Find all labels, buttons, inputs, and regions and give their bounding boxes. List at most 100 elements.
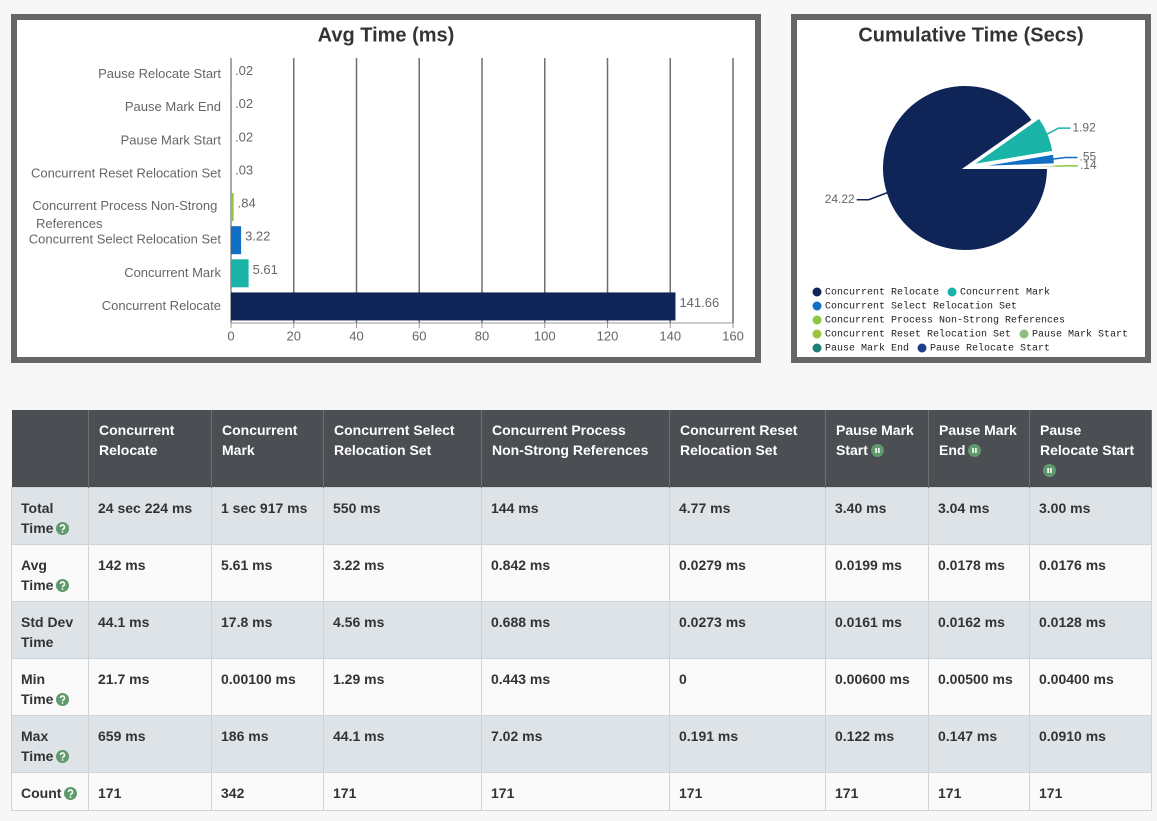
value-label: .02 [235,129,253,144]
label-line: Concurrent Process Non-Strong [32,199,221,214]
bar [231,193,234,222]
table-cell: 0.00100 ms [211,658,324,716]
legend-label: Pause Mark Start [1032,329,1128,341]
category-label: Pause Mark Start [121,132,222,147]
table-cell: 171 [669,772,826,811]
category-label: Concurrent Process Non-Strong References [32,199,221,232]
table-cell: 5.61 ms [211,544,324,602]
column-header: Concurrent Process Non-Strong References [481,410,670,488]
legend-label: Pause Relocate Start [930,343,1050,355]
value-label: 24.22 [825,192,855,206]
corner-cell [11,410,89,488]
table-row: Max Time 659 ms 186 ms 44.1 ms 7.02 ms 0.191 … [11,715,1152,773]
table-row: Count 171 342 171 171 171 171 171 171 [11,772,1152,811]
label-connector [1046,127,1071,136]
value-label: .02 [235,63,253,78]
row-label: Count [21,785,62,801]
row-header: Total Time [11,487,89,545]
charts: Avg Time (ms) 0 20 40 60 80 100 120 140 160 141.66… [11,14,1151,363]
column-header-text: Pause Mark Start [836,422,914,458]
legend-marker [1019,329,1029,339]
table-cell: 0.0161 ms [825,601,929,659]
info-icon[interactable] [870,444,884,457]
table-cell: 4.77 ms [669,487,826,545]
info-icon[interactable] [1043,464,1056,477]
table-cell: 21.7 ms [88,658,212,716]
table-cell: 171 [1029,772,1152,811]
stats-table: Concurrent Relocate Concurrent Mark Concur… [11,410,1152,811]
legend-label: Pause Mark End [825,343,909,355]
row-label: Avg Time [21,557,54,593]
value-label: 141.66 [679,295,719,310]
table-cell: 0.842 ms [481,544,670,602]
x-tick-label: 140 [659,328,681,343]
value-label: .14 [1080,158,1097,172]
row-header: Count [11,772,89,811]
table-cell: 0.688 ms [481,601,670,659]
table-cell: 44.1 ms [88,601,212,659]
category-label: Concurrent Select Relocation Set [29,232,222,247]
legend-marker [917,343,927,353]
table-cell: 0.0178 ms [928,544,1030,602]
bar [231,292,676,321]
help-icon[interactable] [56,522,70,535]
column-header-text: Pause Relocate Start [1040,422,1135,458]
legend-marker [812,315,822,325]
row-label: Std Dev Time [21,614,74,650]
table-cell: 3.22 ms [323,544,482,602]
table-cell: 171 [481,772,670,811]
column-header: Pause Relocate Start [1029,410,1152,488]
info-icon[interactable] [968,444,982,457]
column-header-text: Concurrent Process Non-Strong References [492,422,649,458]
table-cell: 0.147 ms [928,715,1030,773]
table-cell: 0.122 ms [825,715,929,773]
help-icon[interactable] [56,693,70,706]
row-label: Total Time [21,500,54,536]
table-cell: 0.0199 ms [825,544,929,602]
row-header: Avg Time [11,544,89,602]
value-label: 3.22 [245,229,270,244]
table-cell: 0.191 ms [669,715,826,773]
category-label: Concurrent Reset Relocation Set [31,165,221,180]
table-cell: 3.04 ms [928,487,1030,545]
x-tick-label: 100 [534,328,556,343]
table-cell: 171 [323,772,482,811]
table-cell: 0.0273 ms [669,601,826,659]
table-cell: 186 ms [211,715,324,773]
table-cell: 0.0910 ms [1029,715,1152,773]
bar [231,226,242,255]
table-cell: 0.00400 ms [1029,658,1152,716]
table-cell: 171 [928,772,1030,811]
legend-marker [812,287,822,297]
table-cell: 3.40 ms [825,487,929,545]
table-cell: 659 ms [88,715,212,773]
category-label: Concurrent Mark [124,265,221,280]
column-header-text: Concurrent Relocate [99,422,175,458]
help-icon[interactable] [64,787,78,800]
label-connector [856,191,889,201]
help-icon[interactable] [56,750,70,763]
value-label: .02 [235,96,253,111]
legend-label: Concurrent Reset Relocation Set [825,329,1011,341]
table-cell: 342 [211,772,324,811]
x-tick-label: 80 [475,328,489,343]
column-header: Concurrent Reset Relocation Set [669,410,826,488]
chart-title: Cumulative Time (Secs) [858,24,1083,46]
chart-title: Avg Time (ms) [318,24,455,46]
help-icon[interactable] [56,579,70,592]
row-header: Max Time [11,715,89,773]
bar [231,259,249,288]
category-label: Pause Relocate Start [98,66,221,81]
row-header: Std Dev Time [11,601,89,659]
table-cell: 3.00 ms [1029,487,1152,545]
category-label: Pause Mark End [125,99,221,114]
table-cell: 0.0279 ms [669,544,826,602]
table-cell: 0.0162 ms [928,601,1030,659]
table-cell: 0.443 ms [481,658,670,716]
category-label: Concurrent Relocate [102,298,221,313]
table-cell: 1 sec 917 ms [211,487,324,545]
value-label: .55 [1079,150,1096,164]
x-tick-label: 20 [287,328,301,343]
legend-marker [812,329,822,339]
